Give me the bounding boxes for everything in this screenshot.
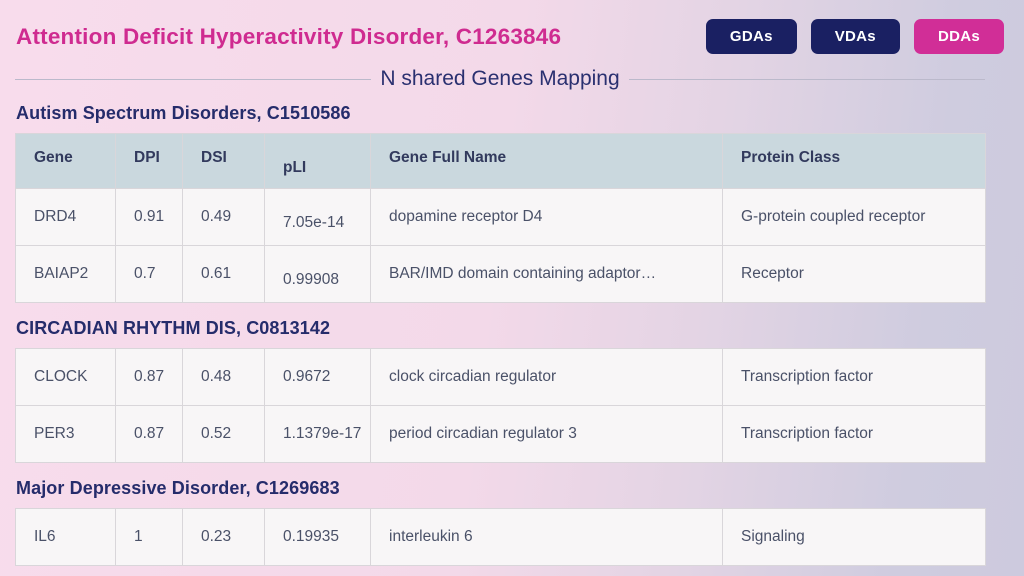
column-header-gene: Gene <box>15 133 116 189</box>
cell-gene: PER3 <box>15 405 116 463</box>
section-heading: Autism Spectrum Disorders, C1510586 <box>16 103 351 123</box>
cell-dpi: 0.87 <box>115 405 183 463</box>
cell-protein-class: Transcription factor <box>722 405 986 463</box>
column-header-dsi: DSI <box>182 133 265 189</box>
disease-section: Autism Spectrum Disorders, C1510586 Gene… <box>15 103 1009 303</box>
association-buttons: GDAs VDAs DDAs <box>705 19 1004 54</box>
top-bar: Attention Deficit Hyperactivity Disorder… <box>15 0 1009 54</box>
cell-gene-full-name: period circadian regulator 3 <box>370 405 723 463</box>
cell-gene: BAIAP2 <box>15 245 116 303</box>
cell-gene-full-name: dopamine receptor D4 <box>370 188 723 246</box>
cell-protein-class: G-protein coupled receptor <box>722 188 986 246</box>
genes-table: CLOCK 0.87 0.48 0.9672 clock circadian r… <box>15 348 986 463</box>
cell-gene: IL6 <box>15 508 116 566</box>
cell-dsi: 0.49 <box>182 188 265 246</box>
column-header-gene-full-name: Gene Full Name <box>370 133 723 189</box>
column-header-protein-class: Protein Class <box>722 133 986 189</box>
table-row: DRD4 0.91 0.49 7.05e-14 dopamine recepto… <box>15 188 986 246</box>
cell-pli: 0.99908 <box>264 245 371 303</box>
cell-gene: DRD4 <box>15 188 116 246</box>
cell-pli: 0.19935 <box>264 508 371 566</box>
cell-gene-full-name: BAR/IMD domain containing adaptor… <box>370 245 723 303</box>
disease-section: Major Depressive Disorder, C1269683 IL6 … <box>15 478 1009 566</box>
subtitle-divider: N shared Genes Mapping <box>15 67 985 91</box>
cell-dpi: 0.87 <box>115 348 183 406</box>
cell-gene-full-name: interleukin 6 <box>370 508 723 566</box>
vdas-button[interactable]: VDAs <box>810 19 900 54</box>
cell-gene-full-name: clock circadian regulator <box>370 348 723 406</box>
sections-container: Autism Spectrum Disorders, C1510586 Gene… <box>15 103 1009 566</box>
cell-dpi: 1 <box>115 508 183 566</box>
cell-pli: 1.1379e-17 <box>264 405 371 463</box>
section-heading: Major Depressive Disorder, C1269683 <box>16 478 340 498</box>
cell-protein-class: Receptor <box>722 245 986 303</box>
genes-table: Gene DPI DSI pLI Gene Full Name Protein … <box>15 133 986 303</box>
cell-pli: 7.05e-14 <box>264 188 371 246</box>
cell-pli: 0.9672 <box>264 348 371 406</box>
section-heading: CIRCADIAN RHYTHM DIS, C0813142 <box>16 318 331 338</box>
column-header-dpi: DPI <box>115 133 183 189</box>
cell-dsi: 0.48 <box>182 348 265 406</box>
gdas-button[interactable]: GDAs <box>705 19 797 54</box>
cell-gene: CLOCK <box>15 348 116 406</box>
divider-line-right <box>628 78 985 80</box>
cell-dsi: 0.23 <box>182 508 265 566</box>
cell-dsi: 0.61 <box>182 245 265 303</box>
page-title: Attention Deficit Hyperactivity Disorder… <box>16 23 562 49</box>
disease-section: CIRCADIAN RHYTHM DIS, C0813142 CLOCK 0.8… <box>15 318 1009 463</box>
subtitle: N shared Genes Mapping <box>380 67 620 90</box>
divider-line-left <box>15 78 372 80</box>
cell-dsi: 0.52 <box>182 405 265 463</box>
table-row: CLOCK 0.87 0.48 0.9672 clock circadian r… <box>15 348 986 406</box>
cell-protein-class: Transcription factor <box>722 348 986 406</box>
cell-dpi: 0.91 <box>115 188 183 246</box>
column-header-pli: pLI <box>264 133 371 189</box>
cell-dpi: 0.7 <box>115 245 183 303</box>
table-row: BAIAP2 0.7 0.61 0.99908 BAR/IMD domain c… <box>15 245 986 303</box>
cell-protein-class: Signaling <box>722 508 986 566</box>
table-row: IL6 1 0.23 0.19935 interleukin 6 Signali… <box>15 508 986 566</box>
ddas-button[interactable]: DDAs <box>913 19 1004 54</box>
genes-table: IL6 1 0.23 0.19935 interleukin 6 Signali… <box>15 508 986 566</box>
table-header-row: Gene DPI DSI pLI Gene Full Name Protein … <box>15 133 986 189</box>
table-row: PER3 0.87 0.52 1.1379e-17 period circadi… <box>15 405 986 463</box>
